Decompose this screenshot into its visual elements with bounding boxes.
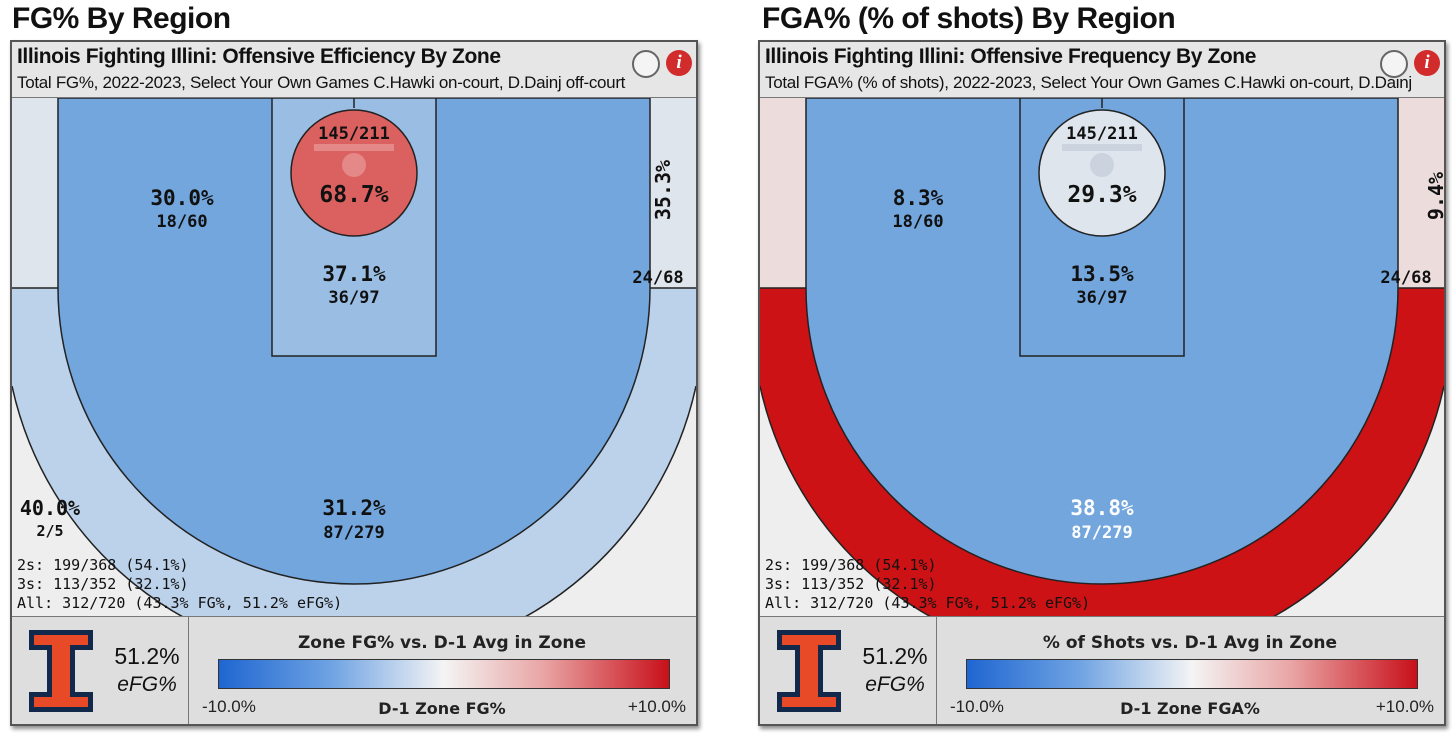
right-summary-all: All: 312/720 (43.3% FG%, 51.2% eFG%) xyxy=(765,594,1091,612)
right-midleft-pct: 8.3% xyxy=(892,186,944,210)
right-hoop-icon xyxy=(1090,153,1114,177)
right-illinois-logo xyxy=(777,630,841,712)
right-efg-label: eFG% xyxy=(865,673,925,696)
right-court-svg xyxy=(760,98,1444,618)
left-chart-subtitle: Total FG%, 2022-2023, Select Your Own Ga… xyxy=(17,73,626,92)
left-paint-pct: 37.1% xyxy=(322,262,386,286)
right-three-frac: 87/279 xyxy=(1071,523,1133,543)
left-legend-min: -10.0% xyxy=(202,697,256,716)
left-panel-header: Illinois Fighting Illini: Offensive Effi… xyxy=(12,42,696,98)
left-summary-all: All: 312/720 (43.3% FG%, 51.2% eFG%) xyxy=(17,594,343,612)
left-illinois-logo xyxy=(29,630,93,712)
left-hoop-icon xyxy=(342,153,366,177)
right-rim-frac: 145/211 xyxy=(1066,124,1138,144)
right-chart-title: Illinois Fighting Illini: Offensive Freq… xyxy=(765,45,1257,68)
right-legend-min: -10.0% xyxy=(950,697,1004,716)
right-paint-pct: 13.5% xyxy=(1070,262,1134,286)
right-three-pct: 38.8% xyxy=(1070,496,1134,520)
right-logo-box: 51.2% eFG% xyxy=(760,617,937,724)
left-chart-panel: Illinois Fighting Illini: Offensive Effi… xyxy=(10,40,698,726)
right-summary-threes: 3s: 113/352 (32.1%) xyxy=(765,575,937,593)
left-court-svg xyxy=(12,98,696,618)
left-summary-threes: 3s: 113/352 (32.1%) xyxy=(17,575,189,593)
right-toggle-button[interactable] xyxy=(1380,50,1408,78)
left-midright-pct: 35.3% xyxy=(651,159,676,221)
right-zone-rim xyxy=(1038,109,1166,237)
left-midleft-pct: 30.0% xyxy=(150,186,214,210)
right-footer: 51.2% eFG% % of Shots vs. D-1 Avg in Zon… xyxy=(760,616,1444,724)
left-three-frac: 87/279 xyxy=(323,523,385,543)
left-corner-pct: 40.0% xyxy=(19,496,81,520)
left-efg-label: eFG% xyxy=(117,673,177,696)
right-panel-header: Illinois Fighting Illini: Offensive Freq… xyxy=(760,42,1444,98)
left-paint-frac: 36/97 xyxy=(328,288,380,308)
right-court: 145/211 29.3% 8.3% 18/60 13.5% 36/97 9.4… xyxy=(760,97,1444,618)
right-legend-title: % of Shots vs. D-1 Avg in Zone xyxy=(1042,633,1338,653)
left-toggle-button[interactable] xyxy=(632,50,660,78)
right-section-title: FGA% (% of shots) By Region xyxy=(762,2,1176,35)
left-efg-value: 51.2% xyxy=(114,643,180,669)
right-paint-frac: 36/97 xyxy=(1076,288,1128,308)
left-chart-title: Illinois Fighting Illini: Offensive Effi… xyxy=(17,45,501,68)
right-summary-twos: 2s: 199/368 (54.1%) xyxy=(765,556,937,574)
left-corner-frac: 2/5 xyxy=(36,522,64,540)
right-midleft-frac: 18/60 xyxy=(892,212,944,232)
left-zone-rim xyxy=(290,109,418,237)
right-midright-pct: 9.4% xyxy=(1424,171,1446,221)
left-footer: 51.2% eFG% Zone FG% vs. D-1 Avg in Zone … xyxy=(12,616,696,724)
left-three-pct: 31.2% xyxy=(322,496,386,520)
right-chart-panel: Illinois Fighting Illini: Offensive Freq… xyxy=(758,40,1446,726)
left-rim-frac: 145/211 xyxy=(318,124,390,144)
left-midright-frac: 24/68 xyxy=(632,268,684,288)
left-info-icon[interactable]: i xyxy=(666,50,692,76)
left-rim-pct: 68.7% xyxy=(319,182,389,208)
right-chart-subtitle: Total FGA% (% of shots), 2022-2023, Sele… xyxy=(765,73,1412,92)
left-court: 145/211 68.7% 30.0% 18/60 37.1% 36/97 35… xyxy=(12,97,696,618)
right-midright-frac: 24/68 xyxy=(1380,268,1432,288)
left-three-arc-outer xyxy=(12,385,696,618)
right-legend-colorbar xyxy=(966,659,1418,689)
left-legend-max: +10.0% xyxy=(627,697,686,716)
right-backboard-icon xyxy=(1062,144,1142,151)
right-legend-max: +10.0% xyxy=(1375,697,1434,716)
left-logo-box: 51.2% eFG% xyxy=(12,617,189,724)
left-backboard-icon xyxy=(314,144,394,151)
left-legend-label: D-1 Zone FG% xyxy=(378,699,506,718)
right-three-arc-outer xyxy=(760,385,1444,618)
right-rim-pct: 29.3% xyxy=(1067,182,1137,208)
right-legend-label: D-1 Zone FGA% xyxy=(1120,699,1260,718)
left-section-title: FG% By Region xyxy=(12,2,231,35)
left-midleft-frac: 18/60 xyxy=(156,212,208,232)
left-summary-twos: 2s: 199/368 (54.1%) xyxy=(17,556,189,574)
right-efg-value: 51.2% xyxy=(862,643,928,669)
left-legend-colorbar xyxy=(218,659,670,689)
left-legend-title: Zone FG% vs. D-1 Avg in Zone xyxy=(297,633,587,653)
right-info-icon[interactable]: i xyxy=(1414,50,1440,76)
